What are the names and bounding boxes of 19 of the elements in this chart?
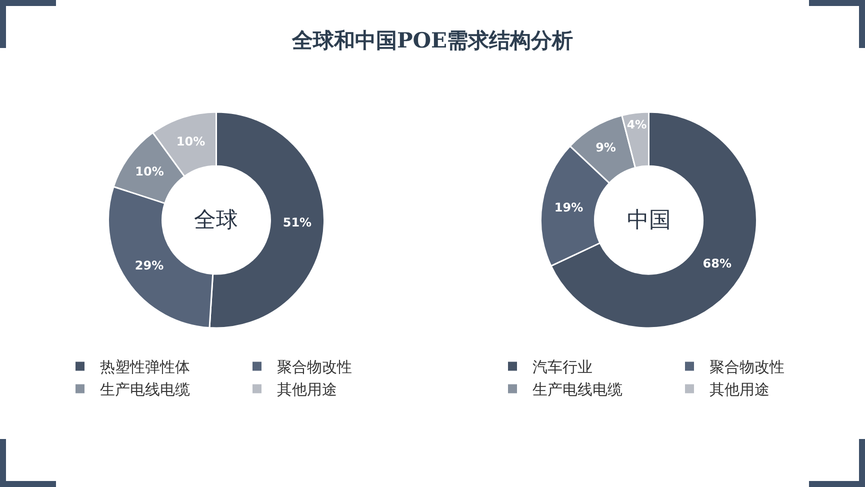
text: 全球 [194,208,238,233]
legend-label: 其他用途 [277,380,337,399]
legend-label: 其他用途 [710,380,770,399]
data-label: 29% [134,258,164,273]
data-label: 9% [596,140,616,154]
data-label: 10% [176,134,206,149]
legend-label: 汽车行业 [532,358,592,376]
data-label: 10% [135,164,164,179]
data-label: 4% [626,118,647,132]
legend-label: 生产电线电缆 [532,380,622,399]
text: 全球和中国POE需求结构分析 [290,27,574,52]
data-label: 19% [554,200,584,214]
data-label: 51% [282,216,312,230]
legend-label: 聚合物改性 [277,358,352,376]
data-label: 68% [702,256,732,270]
legend-label: 生产电线电缆 [100,380,190,399]
legend-label: 聚合物改性 [710,358,784,376]
legend-label: 热塑性弹性体 [100,358,190,376]
text: 中国 [627,208,671,233]
